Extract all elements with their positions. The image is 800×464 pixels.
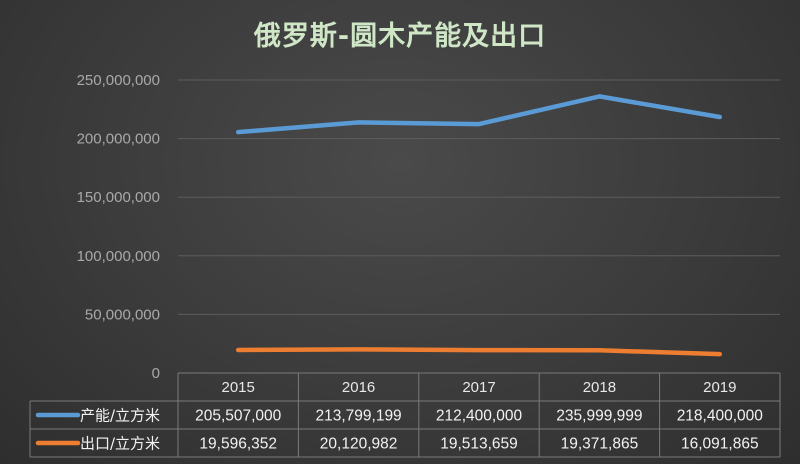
data-label: 205,507,000 xyxy=(195,408,282,425)
y-axis: 0 50,000,000 100,000,000 150,000,000 200,000… xyxy=(77,72,160,382)
data-label: 235,999,999 xyxy=(556,408,642,425)
data-label: 212,400,000 xyxy=(436,408,523,425)
y-tick-label: 100,000,000 xyxy=(77,248,160,265)
data-label: 19,596,352 xyxy=(199,436,277,453)
x-tick-label: 2017 xyxy=(462,379,495,396)
y-tick-label: 200,000,000 xyxy=(77,131,160,148)
y-tick-label: 0 xyxy=(152,365,160,382)
y-tick-label: 250,000,000 xyxy=(77,72,160,89)
x-tick-label: 2018 xyxy=(583,379,616,396)
series-lines xyxy=(235,94,723,357)
data-label: 20,120,982 xyxy=(320,436,398,453)
data-label: 19,371,865 xyxy=(561,436,639,453)
chart-title: 俄罗斯-圆木产能及出口 xyxy=(253,20,546,52)
data-label: 218,400,000 xyxy=(677,408,764,425)
x-tick-label: 2019 xyxy=(703,379,736,396)
series-line-1 xyxy=(235,94,723,135)
x-tick-label: 2015 xyxy=(222,379,255,396)
data-label: 213,799,199 xyxy=(315,408,401,425)
data-label: 19,513,659 xyxy=(440,436,518,453)
data-table: 2015 2016 2017 2018 2019 产能/立方米 205,507,000 213… xyxy=(29,372,781,458)
legend-label: 产能/立方米 xyxy=(80,407,160,425)
y-tick-label: 50,000,000 xyxy=(85,306,160,323)
y-tick-label: 150,000,000 xyxy=(77,189,160,206)
x-tick-label: 2016 xyxy=(342,379,375,396)
data-label: 16,091,865 xyxy=(681,436,759,453)
legend-label: 出口/立方米 xyxy=(80,435,160,453)
gridlines xyxy=(178,79,780,315)
